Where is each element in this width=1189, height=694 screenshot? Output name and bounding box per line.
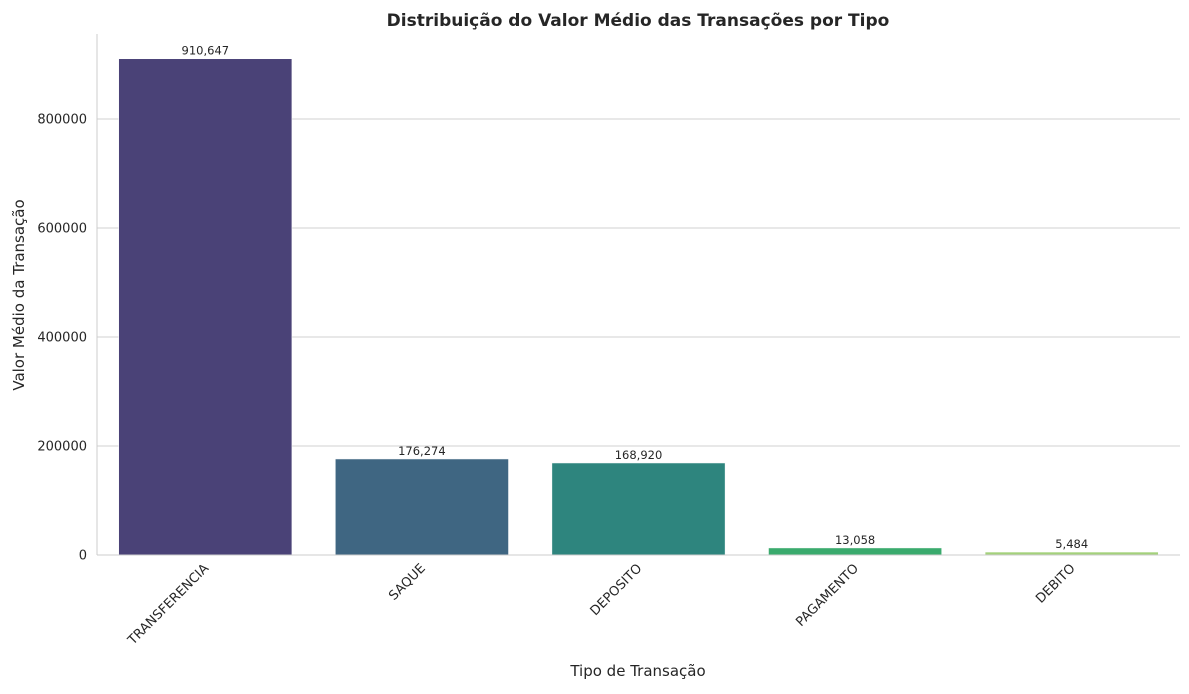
y-tick-label: 800000 <box>37 113 87 128</box>
data-label-pagamento: 13,058 <box>835 533 875 547</box>
bar-saque <box>334 458 509 556</box>
bar-transferencia <box>118 58 293 556</box>
data-label-deposito: 168,920 <box>615 448 663 462</box>
bar-deposito <box>551 462 726 556</box>
data-label-debito: 5,484 <box>1055 537 1088 551</box>
x-tick-label-saque: SAQUE <box>386 561 429 604</box>
x-tick-label-debito: DEBITO <box>1033 561 1078 606</box>
x-tick-labels: TRANSFERENCIA SAQUE DEPOSITO PAGAMENTO DEBIT… <box>125 561 1079 649</box>
y-tick-label: 400000 <box>37 331 87 346</box>
x-tick-label-deposito: DEPOSITO <box>588 561 646 619</box>
y-tick-label: 200000 <box>37 440 87 455</box>
x-tick-label-transferencia: TRANSFERENCIA <box>125 561 213 649</box>
chart-title: Distribuição do Valor Médio das Transaçõ… <box>387 11 890 31</box>
data-labels: 910,647 176,274 168,920 13,058 5,484 <box>182 44 1089 551</box>
y-tick-label: 0 <box>79 549 87 564</box>
bars <box>118 58 1159 556</box>
bar-pagamento <box>768 547 943 556</box>
data-label-saque: 176,274 <box>398 444 446 458</box>
axes <box>96 34 1180 556</box>
data-label-transferencia: 910,647 <box>182 44 230 58</box>
y-axis-label: Valor Médio da Transação <box>10 199 28 390</box>
x-axis-label: Tipo de Transação <box>569 662 705 680</box>
y-tick-labels: 0 200000 400000 600000 800000 <box>37 113 87 564</box>
y-tick-label: 600000 <box>37 222 87 237</box>
x-tick-label-pagamento: PAGAMENTO <box>793 561 862 630</box>
